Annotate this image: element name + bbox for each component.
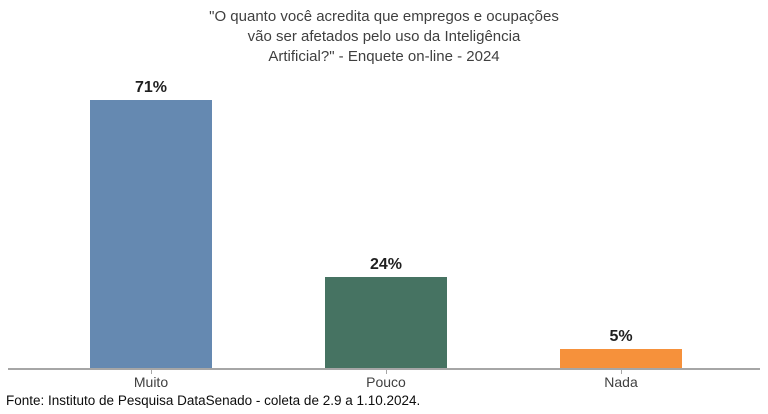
bar-group-nada: 5% bbox=[560, 328, 682, 368]
chart-title-line-3: Artificial?" - Enquete on-line - 2024 bbox=[268, 48, 500, 65]
bar-group-muito: 71% bbox=[90, 79, 212, 368]
value-label-pouco: 24% bbox=[369, 256, 403, 273]
x-axis-tick-muito bbox=[151, 370, 152, 374]
source-note: Fonte: Instituto de Pesquisa DataSenado … bbox=[6, 393, 421, 408]
bar-group-pouco: 24% bbox=[325, 256, 447, 368]
category-label-nada: Nada bbox=[604, 374, 638, 390]
x-axis-tick-nada bbox=[621, 370, 622, 374]
x-axis-line bbox=[8, 368, 760, 370]
category-label-muito: Muito bbox=[133, 374, 169, 390]
x-axis-tick-pouco bbox=[386, 370, 387, 374]
value-label-muito: 71% bbox=[134, 79, 168, 96]
category-label-pouco: Pouco bbox=[366, 374, 406, 390]
chart-title-line-1: "O quanto você acredita que empregos e o… bbox=[209, 8, 559, 25]
value-label-nada: 5% bbox=[609, 328, 633, 345]
chart-title-line-2: vão ser afetados pelo uso da Inteligênci… bbox=[247, 28, 521, 45]
bar-nada bbox=[560, 349, 682, 368]
chart-title: "O quanto você acredita que empregos e o… bbox=[0, 7, 768, 67]
bar-muito bbox=[90, 100, 212, 368]
bar-pouco bbox=[325, 277, 447, 368]
